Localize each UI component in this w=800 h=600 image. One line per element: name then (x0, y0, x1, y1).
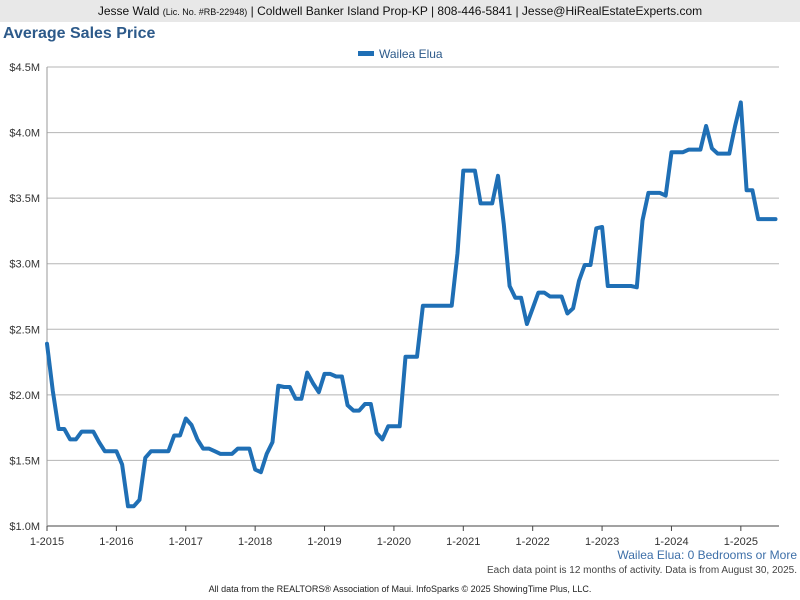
y-tick-label: $1.0M (9, 521, 40, 533)
agent-name: Jesse Wald (97, 4, 160, 18)
x-axis: 1-2015 1-2016 1-2017 1-2018 1-2019 1-2020 1-20… (30, 67, 779, 548)
agent-contact: | Coldwell Banker Island Prop-KP | 808-4… (250, 4, 703, 18)
x-tick-label: 1-2016 (99, 536, 133, 548)
x-tick-label: 1-2020 (377, 536, 411, 548)
y-tick-label: $2.0M (9, 390, 40, 402)
x-tick-label: 1-2019 (307, 536, 341, 548)
grid-lines (47, 66, 779, 461)
footer-credit: All data from the REALTORS® Association … (208, 584, 592, 594)
x-tick-label: 1-2021 (446, 536, 480, 548)
series-line-wailea-elua (45, 100, 778, 509)
x-tick-label: 1-2024 (654, 536, 688, 548)
y-tick-label: $2.5M (9, 324, 40, 336)
legend-label: Wailea Elua (379, 47, 443, 61)
y-axis-ticks: $1.0M $1.5M $2.0M $2.5M $3.0M $3.5M $4.0M $4.5M (9, 62, 40, 533)
x-tick-label: 1-2025 (724, 536, 758, 548)
series-description: Wailea Elua: 0 Bedrooms or More (617, 548, 797, 562)
x-tick-label: 1-2018 (238, 536, 272, 548)
x-tick-label: 1-2017 (169, 536, 203, 548)
x-tick-label: 1-2022 (516, 536, 550, 548)
legend-swatch (358, 51, 374, 56)
x-tick-label: 1-2015 (30, 536, 64, 548)
agent-header: Jesse Wald (Lic. No. #RB-22948) | Coldwe… (0, 0, 800, 22)
y-tick-label: $4.0M (9, 128, 40, 140)
y-tick-label: $3.0M (9, 259, 40, 271)
x-tick-label: 1-2023 (585, 536, 619, 548)
y-tick-label: $1.5M (9, 455, 40, 467)
legend: Wailea Elua (358, 47, 443, 61)
agent-license: (Lic. No. #RB-22948) (162, 7, 248, 17)
chart-title: Average Sales Price (3, 25, 156, 42)
series-lines (45, 100, 778, 509)
data-note: Each data point is 12 months of activity… (487, 565, 797, 576)
y-tick-label: $3.5M (9, 193, 40, 205)
y-tick-label: $4.5M (9, 62, 40, 74)
